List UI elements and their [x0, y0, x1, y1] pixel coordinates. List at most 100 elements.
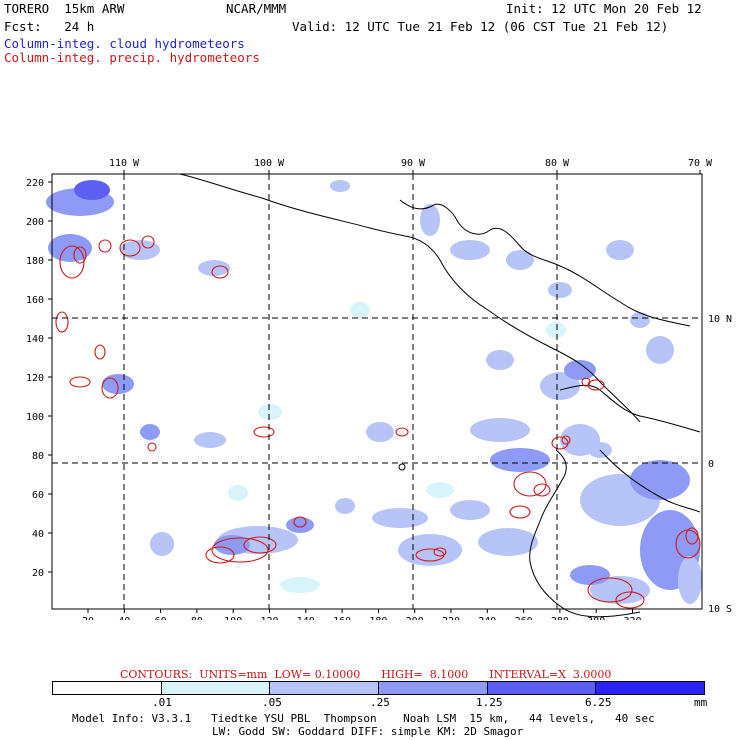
- axis-ticks: [48, 170, 701, 613]
- cloud-shade-31: [450, 240, 490, 260]
- cloud-shade-16: [372, 508, 428, 528]
- precip-contour-13: [211, 537, 269, 563]
- cloud-shade-38: [486, 350, 514, 370]
- top-lon-label-1: 100 W: [254, 158, 285, 169]
- cloud-shade-10: [258, 404, 282, 420]
- precip-contour-2: [73, 246, 87, 264]
- bottom-tick-label-20: 20: [82, 616, 94, 620]
- bottom-tick-label-200: 200: [406, 616, 424, 620]
- coastline-south-america: [529, 449, 641, 618]
- left-tick-label-120: 120: [26, 373, 44, 384]
- precip-contour-3: [98, 239, 112, 253]
- cloud-shade-24: [540, 372, 580, 400]
- cloud-shade-43: [678, 556, 702, 604]
- cloud-shade-8: [194, 432, 226, 448]
- left-tick-label-160: 160: [26, 295, 44, 306]
- precip-contour-18: [433, 547, 447, 557]
- cloud-shade-7: [140, 424, 160, 440]
- bottom-tick-label-180: 180: [369, 616, 387, 620]
- precip-contour-29: [509, 505, 531, 519]
- cloud-shade-32: [506, 250, 534, 270]
- cloud-shade-3: [48, 234, 92, 262]
- bottom-tick-label-240: 240: [478, 616, 496, 620]
- precip-contour-26: [615, 591, 645, 609]
- colorbar-level-4: 1.25: [476, 696, 503, 709]
- cloud-shade-27: [630, 460, 690, 500]
- model-info-line-1: Model Info: V3.3.1 Tiedtke YSU PBL Thomp…: [72, 712, 655, 725]
- bottom-tick-label-80: 80: [191, 616, 203, 620]
- top-lon-label-0: 110 W: [109, 158, 140, 169]
- top-lon-label-4: 70 W: [688, 158, 713, 169]
- precip-contour-11: [147, 442, 157, 452]
- precip-contour-5: [141, 235, 155, 249]
- right-lat-label-0: 10 N: [708, 314, 732, 325]
- cloud-shade-44: [280, 577, 320, 593]
- colorbar-level-2: .05: [262, 696, 282, 709]
- coastline-colombia: [559, 384, 701, 433]
- precip-contour-16: [293, 516, 307, 528]
- top-lon-label-3: 80 W: [545, 158, 570, 169]
- bottom-tick-label-300: 300: [587, 616, 605, 620]
- left-tick-label-180: 180: [26, 256, 44, 267]
- precip-contour-15: [205, 546, 235, 564]
- left-tick-label-60: 60: [32, 490, 44, 501]
- bottom-tick-label-260: 260: [515, 616, 533, 620]
- coastline-mexico: [179, 173, 641, 423]
- left-tick-label-80: 80: [32, 451, 44, 462]
- map-frame: [51, 173, 703, 610]
- left-tick-label-20: 20: [32, 568, 44, 579]
- cloud-shade-21: [426, 482, 454, 498]
- cloud-shade-40: [350, 302, 370, 318]
- cloud-shade-45: [564, 360, 596, 380]
- precip-contour-25: [587, 577, 633, 603]
- bottom-tick-label-280: 280: [551, 616, 569, 620]
- cloud-shade-9: [228, 485, 248, 501]
- cloud-shade-17: [398, 534, 462, 566]
- cloud-shade-15: [335, 498, 355, 514]
- precip-contours-layer: [55, 235, 701, 609]
- precip-contour-28: [685, 527, 699, 545]
- bottom-tick-label-140: 140: [297, 616, 315, 620]
- precip-contour-8: [69, 376, 91, 388]
- colorbar-units: mm: [694, 696, 708, 709]
- right-lat-label-1: 0: [708, 459, 714, 470]
- cloud-shade-35: [630, 312, 650, 328]
- precip-contour-4: [119, 239, 141, 257]
- right-lat-label-2: 10 S: [708, 604, 732, 615]
- colorbar-bin-2: [161, 682, 271, 694]
- precip-contour-23: [587, 379, 605, 391]
- precip-contour-7: [55, 311, 69, 333]
- cloud-shade-42: [570, 565, 610, 585]
- model-info-line-2: LW: Godd SW: Goddard DIFF: simple KM: 2D…: [212, 725, 524, 738]
- bottom-tick-label-60: 60: [155, 616, 167, 620]
- cloud-shade-20: [366, 422, 394, 442]
- colorbar: [52, 681, 705, 695]
- forecast-map[interactable]: 220 200 180 160 140 120 100 80 60 40 20 20 40 60 80 100…: [0, 150, 740, 620]
- precip-contour-20: [533, 483, 551, 497]
- field-cloud-label: Column-integ. cloud hydrometeors: [4, 36, 245, 51]
- field-precip-label: Column-integ. precip. hydrometeors: [4, 50, 260, 65]
- precip-contour-24: [581, 377, 591, 387]
- left-tick-label-200: 200: [26, 217, 44, 228]
- cloud-shade-36: [330, 180, 350, 192]
- axis-labels: 220 200 180 160 140 120 100 80 60 40 20 20 40 60 80 100…: [26, 158, 732, 620]
- left-tick-label-140: 140: [26, 334, 44, 345]
- precip-contour-6: [211, 265, 229, 279]
- bottom-tick-label-220: 220: [442, 616, 460, 620]
- cloud-shade-18: [450, 500, 490, 520]
- colorbar-bin-5: [487, 682, 597, 694]
- precip-contour-1: [59, 245, 85, 279]
- model-label: TORERO 15km ARW: [4, 1, 125, 16]
- precip-contour-19: [513, 471, 547, 497]
- contour-info: CONTOURS: UNITS=mm LOW= 0.10000 HIGH= 8.…: [120, 668, 612, 681]
- cloud-shade-19: [478, 528, 538, 556]
- precip-contour-21: [551, 436, 569, 450]
- cloud-shading-layer: [46, 180, 702, 604]
- precip-contour-30: [395, 427, 409, 437]
- valid-time: Valid: 12 UTC Tue 21 Feb 12 (06 CST Tue …: [292, 19, 669, 34]
- precip-contour-22: [561, 435, 571, 445]
- colorbar-bin-1: [53, 682, 162, 694]
- lat-lon-grid: [52, 174, 702, 609]
- bottom-tick-label-320: 320: [623, 616, 641, 620]
- precip-contour-14: [243, 536, 277, 554]
